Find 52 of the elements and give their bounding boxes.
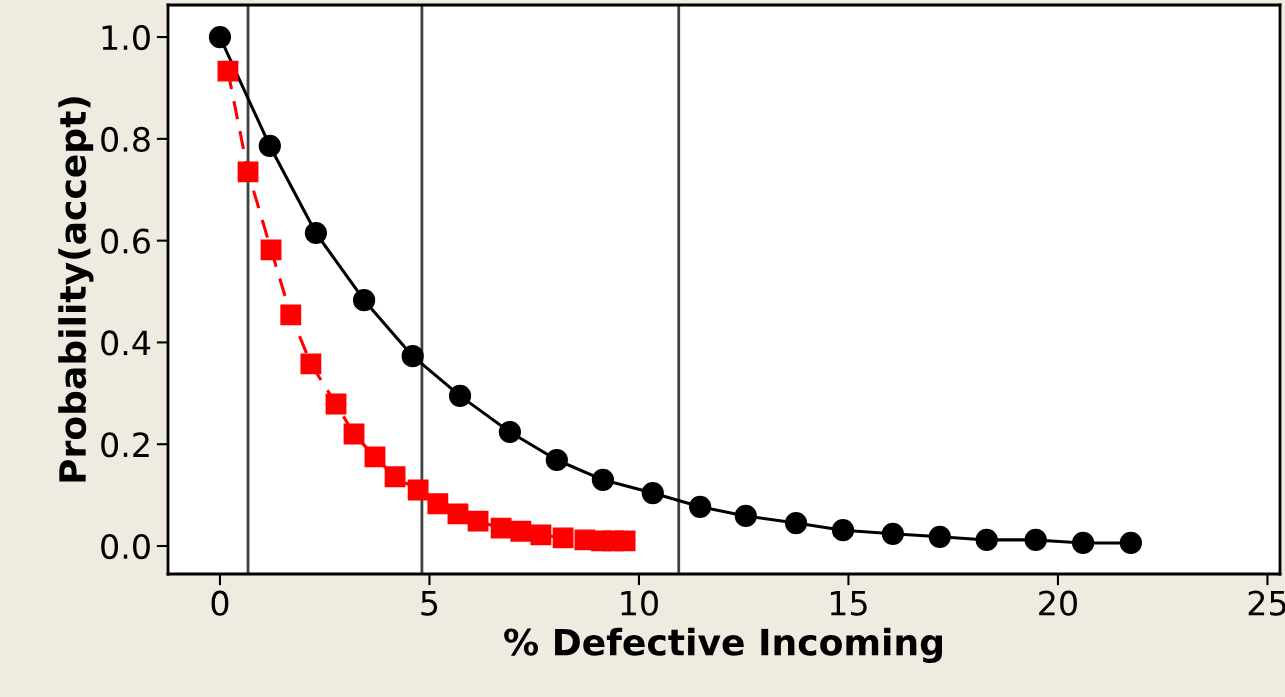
- point: [1071, 531, 1095, 555]
- point: [1024, 528, 1047, 552]
- point: [304, 221, 328, 245]
- x-tick-label: 0: [211, 590, 229, 616]
- point: [975, 528, 998, 552]
- point: [364, 446, 386, 468]
- point: [530, 524, 552, 546]
- y-axis-title: Probability(accept): [58, 97, 94, 482]
- point: [498, 420, 522, 444]
- point: [831, 519, 855, 542]
- point: [545, 448, 568, 472]
- point: [260, 239, 282, 261]
- point: [928, 525, 951, 548]
- point: [467, 510, 489, 532]
- point: [591, 468, 615, 491]
- point: [343, 423, 365, 445]
- point: [1119, 531, 1142, 555]
- point: [237, 161, 259, 183]
- x-axis-title: % Defective Incoming: [504, 627, 942, 664]
- y-tick-label: 0.0: [101, 533, 150, 560]
- point: [325, 393, 347, 415]
- point: [641, 481, 664, 505]
- point: [784, 511, 808, 535]
- point: [300, 353, 322, 375]
- point: [280, 304, 302, 326]
- point: [734, 504, 757, 528]
- point: [552, 527, 574, 549]
- y-tick-label: 1.0: [102, 24, 150, 51]
- point: [510, 520, 532, 542]
- point: [881, 522, 904, 545]
- point: [258, 134, 281, 158]
- point: [427, 493, 449, 515]
- y-tick-label: 0.4: [101, 330, 151, 356]
- x-tick-label: 20: [1039, 590, 1077, 616]
- point: [447, 503, 469, 525]
- x-tick-label: 25: [1248, 590, 1285, 616]
- point: [208, 25, 232, 49]
- point: [352, 289, 376, 312]
- x-tick-label: 15: [830, 591, 867, 616]
- point: [401, 345, 424, 368]
- point: [448, 384, 472, 407]
- y-tick-label: 0.6: [101, 228, 150, 254]
- point: [689, 495, 712, 518]
- point: [384, 466, 406, 488]
- point: [407, 479, 429, 501]
- point: [217, 60, 239, 82]
- point: [490, 517, 512, 539]
- x-tick-label: 10: [621, 590, 658, 616]
- y-tick-label: 0.2: [101, 432, 149, 458]
- y-tick-label: 0.8: [101, 126, 150, 152]
- point: [614, 530, 636, 552]
- x-tick-label: 5: [421, 591, 438, 616]
